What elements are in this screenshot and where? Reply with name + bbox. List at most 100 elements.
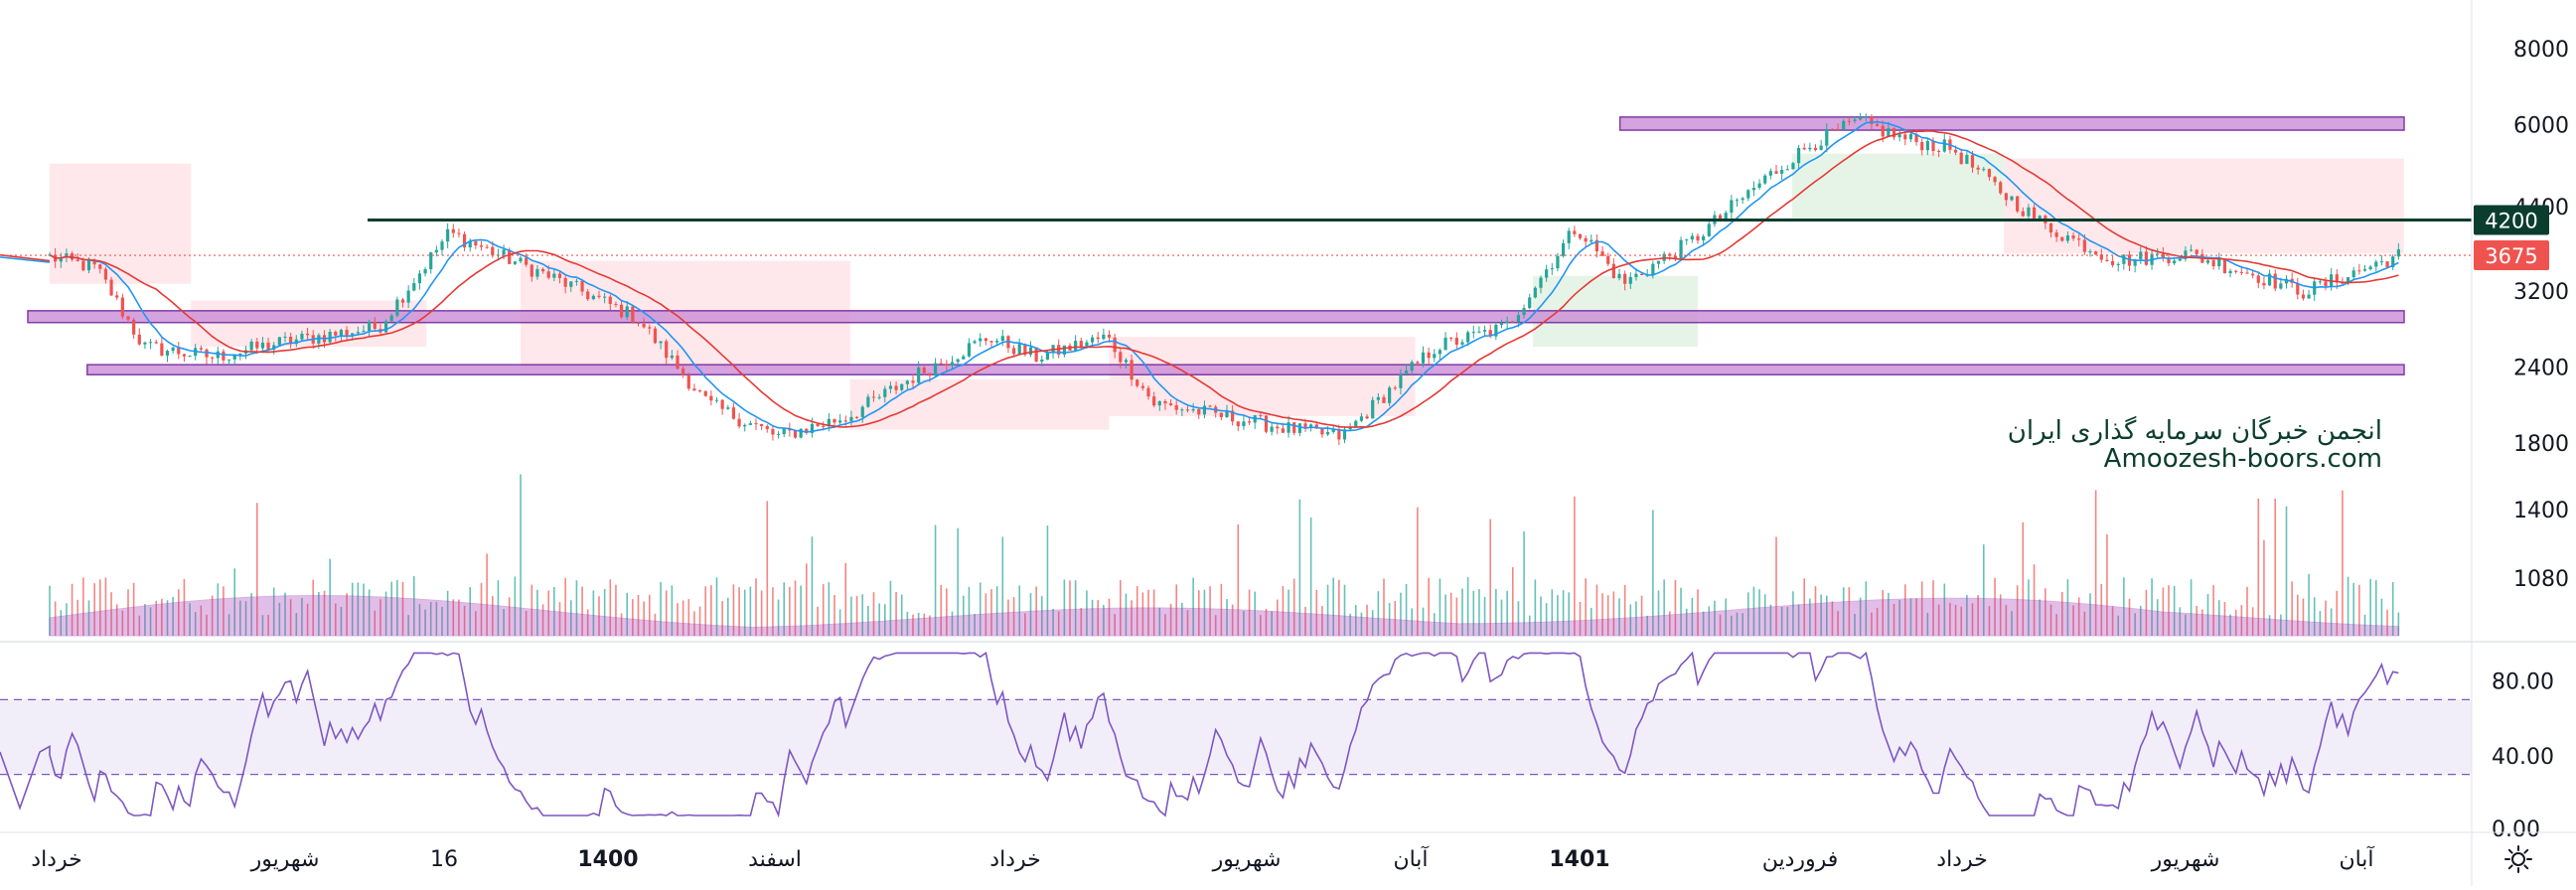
- candle-body: [1494, 325, 1498, 337]
- time-label: اسفند: [748, 847, 802, 872]
- candle-body: [1410, 362, 1414, 371]
- candle-body: [1611, 263, 1615, 278]
- rsi-pane[interactable]: [0, 641, 2576, 818]
- candle-body: [222, 351, 226, 361]
- candle-body: [1427, 352, 1431, 359]
- candle-body: [1140, 385, 1144, 388]
- candle-body: [1533, 287, 1537, 298]
- candle-body: [822, 425, 826, 427]
- candle-body: [2234, 270, 2238, 272]
- candle-body: [917, 368, 921, 383]
- candle-body: [1062, 345, 1066, 356]
- rsi-line: [0, 651, 2399, 818]
- candle-body: [1937, 151, 1941, 153]
- candle-body: [1516, 315, 1521, 322]
- candle-body: [1606, 255, 1610, 264]
- candle-body: [519, 257, 523, 262]
- candle-body: [1763, 175, 1767, 184]
- candle-body: [580, 280, 584, 292]
- candle-body: [2273, 273, 2277, 289]
- candle-body: [1785, 169, 1789, 171]
- candle-body: [1925, 141, 1929, 151]
- candle-body: [1741, 198, 1744, 201]
- settings-button[interactable]: [2500, 840, 2537, 878]
- candle-body: [1584, 237, 1588, 242]
- candle-body: [2010, 196, 2014, 201]
- candle-body: [76, 259, 79, 261]
- candle-body: [933, 363, 938, 376]
- candle-body: [1796, 147, 1801, 164]
- candle-body: [115, 295, 119, 298]
- candle-body: [1679, 239, 1683, 259]
- candle-body: [530, 264, 533, 277]
- candle-body: [2173, 260, 2177, 264]
- candle-body: [334, 331, 338, 336]
- candle-body: [1443, 337, 1447, 351]
- candle-body: [1102, 334, 1106, 340]
- candle-body: [412, 283, 416, 291]
- candle-body: [2071, 235, 2075, 239]
- candle-body: [1545, 269, 1549, 278]
- candle-body: [2368, 266, 2372, 270]
- candle-body: [2391, 256, 2395, 268]
- price-axis[interactable]: 8000600044003200240018001400108080.0040.…: [2471, 0, 2569, 886]
- ma-fast-lead: [0, 256, 51, 263]
- candle-body: [1416, 362, 1420, 364]
- candle-body: [1735, 200, 1740, 202]
- price-badge-label: 3675: [2485, 244, 2537, 268]
- support-resistance-zones[interactable]: [27, 116, 2405, 375]
- candle-body: [1730, 200, 1734, 214]
- candle-body: [109, 279, 113, 296]
- candle-body: [266, 342, 270, 351]
- candle-body: [2256, 275, 2260, 283]
- candle-body: [283, 336, 287, 338]
- candle-body: [1371, 399, 1375, 419]
- candle-body: [1830, 128, 1835, 130]
- candle-body: [967, 343, 972, 357]
- candle-body: [1225, 410, 1229, 418]
- candle-body: [1124, 360, 1129, 363]
- candle-body: [816, 423, 820, 426]
- candle-body: [1651, 263, 1655, 275]
- candle-body: [211, 357, 215, 359]
- price-tick-label: 1800: [2513, 432, 2569, 457]
- candle-body: [1982, 169, 1986, 171]
- candle-body: [984, 338, 987, 342]
- candle-body: [1454, 338, 1458, 345]
- candle-body: [877, 396, 881, 398]
- candle-body: [642, 323, 646, 328]
- candle-body: [1404, 371, 1409, 375]
- time-label: شهریور: [2151, 847, 2220, 872]
- candle-body: [2284, 278, 2289, 284]
- candle-body: [1594, 239, 1599, 252]
- candle-body: [1236, 421, 1240, 427]
- candle-body: [1202, 405, 1207, 415]
- candle-body: [1892, 128, 1896, 138]
- candle-body: [703, 390, 707, 396]
- candle-body: [1751, 188, 1756, 191]
- candle-body: [351, 333, 355, 337]
- candle-body: [631, 306, 635, 323]
- candle-body: [1628, 276, 1632, 284]
- candle-body: [1780, 170, 1784, 174]
- candle-body: [1724, 213, 1728, 220]
- candle-body: [2004, 193, 2008, 201]
- price-tick-label: 1400: [2513, 499, 2569, 523]
- candle-body: [1130, 360, 1134, 380]
- candle-body: [2099, 254, 2103, 260]
- price-lines[interactable]: [0, 219, 2472, 256]
- candle-body: [2016, 196, 2020, 212]
- candle-body: [1488, 330, 1492, 337]
- candle-body: [232, 355, 236, 360]
- candle-body: [1617, 273, 1621, 278]
- candle-body: [1696, 235, 1700, 241]
- candle-body: [939, 363, 943, 365]
- time-axis[interactable]: خرداد شهریور 16 1400 اسفند خرداد شهریور آبان 140…: [0, 831, 2576, 872]
- candle-body: [395, 299, 399, 316]
- candle-body: [406, 290, 410, 303]
- candle-body: [552, 273, 556, 278]
- candle-body: [137, 334, 141, 345]
- candle-body: [2374, 261, 2378, 267]
